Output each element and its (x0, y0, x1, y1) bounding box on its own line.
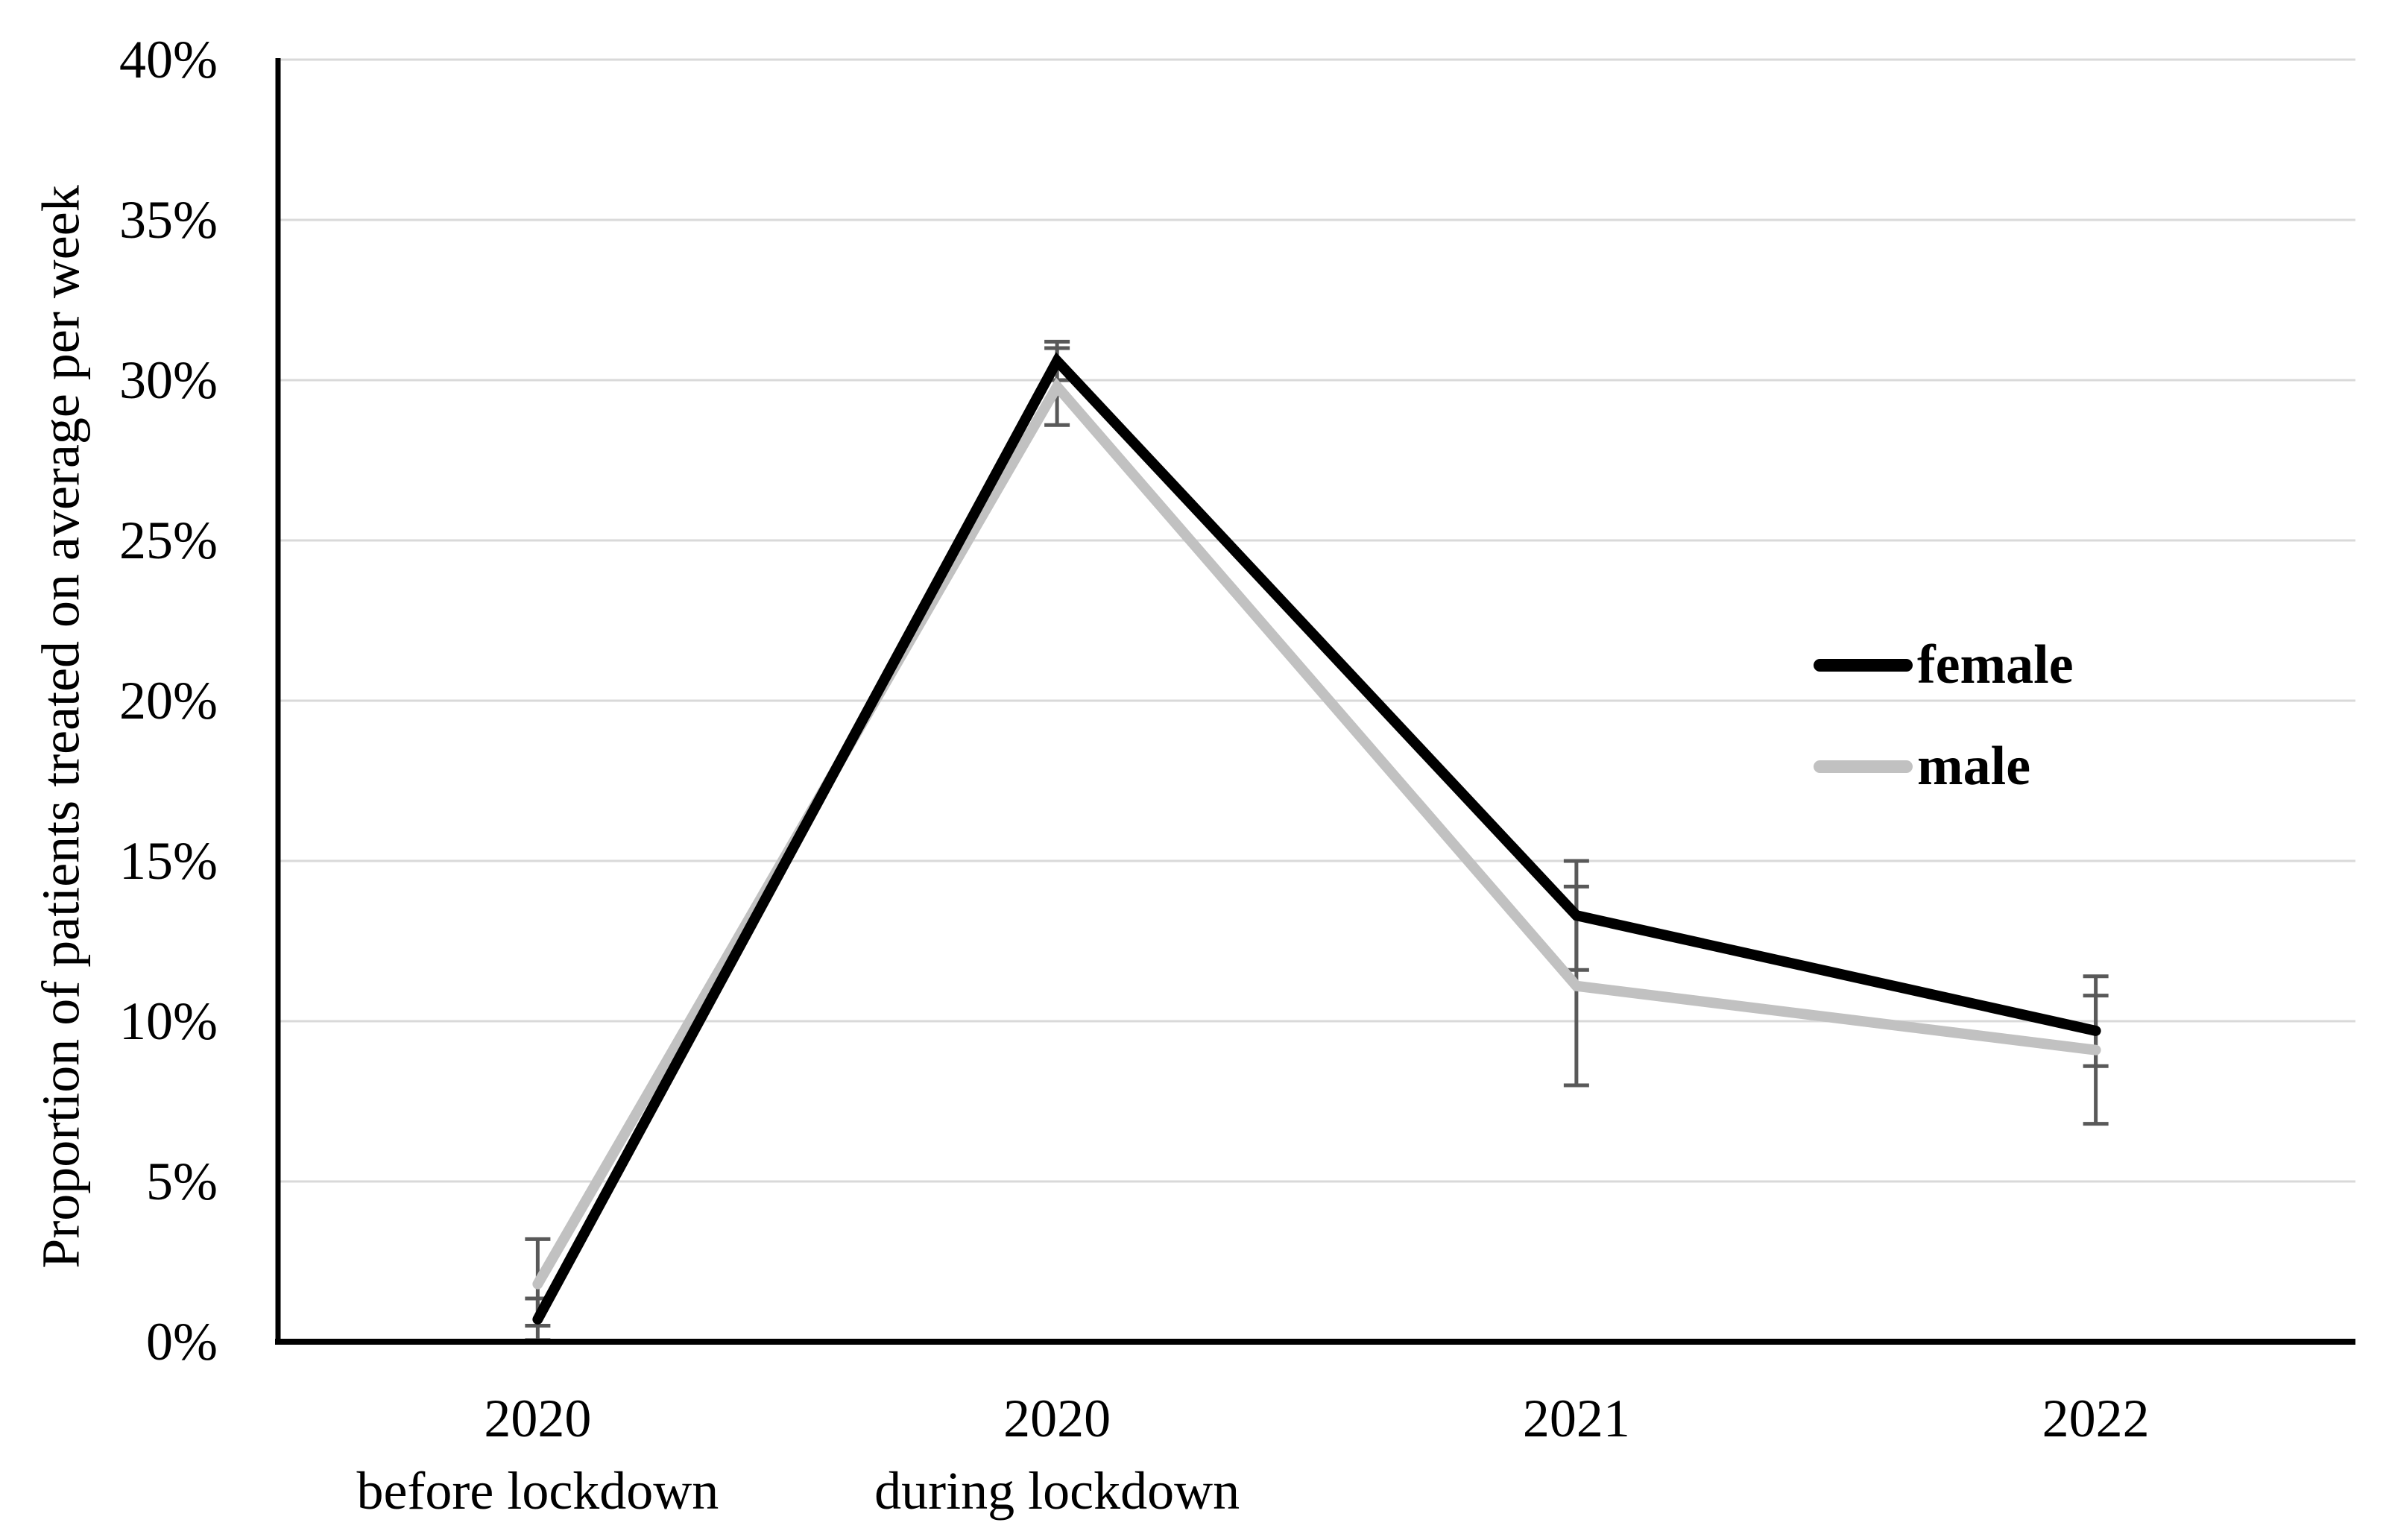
legend-line-swatch-male (1814, 760, 1913, 773)
x-category-label-1: 2020 (1003, 1389, 1111, 1448)
y-tick-label-5: 5% (146, 1152, 218, 1211)
x-category-sublabel-0: before lockdown (356, 1461, 719, 1521)
y-tick-label-30: 30% (119, 350, 218, 410)
y-tick-label-40: 40% (119, 30, 218, 89)
female-line (532, 352, 2101, 1325)
male-line (532, 377, 2101, 1290)
y-tick-label-0: 0% (146, 1312, 218, 1372)
x-category-label-0: 2020 (484, 1389, 592, 1448)
legend-line-swatch-female (1814, 658, 1913, 672)
y-tick-label-10: 10% (119, 991, 218, 1051)
legend-label-male: male (1917, 735, 2031, 797)
x-category-label-3: 2022 (2042, 1389, 2150, 1448)
legend-item-male: male (1814, 732, 2074, 801)
legend-label-female: female (1917, 634, 2074, 695)
legend-item-female: female (1814, 631, 2074, 699)
legend: female male (1814, 631, 2074, 801)
y-tick-label-20: 20% (119, 671, 218, 730)
y-tick-label-15: 15% (119, 831, 218, 891)
y-tick-label-25: 25% (119, 511, 218, 570)
x-category-sublabel-1: during lockdown (874, 1461, 1240, 1521)
y-tick-label-35: 35% (119, 190, 218, 250)
x-category-label-2: 2021 (1522, 1389, 1630, 1448)
